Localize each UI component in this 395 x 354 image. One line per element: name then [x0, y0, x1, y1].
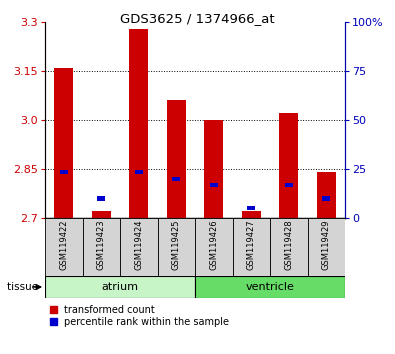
Bar [135, 170, 143, 175]
Bar [285, 183, 293, 188]
Legend: transformed count, percentile rank within the sample: transformed count, percentile rank withi… [50, 305, 229, 327]
Bar [167, 101, 186, 218]
Bar [204, 120, 223, 218]
Text: GDS3625 / 1374966_at: GDS3625 / 1374966_at [120, 12, 275, 25]
Bar [322, 196, 330, 200]
Bar [210, 183, 218, 188]
Bar [195, 276, 345, 298]
Bar [97, 196, 105, 200]
Bar [317, 172, 336, 218]
Bar [55, 68, 73, 218]
Bar [130, 29, 148, 218]
Text: atrium: atrium [102, 282, 139, 292]
Text: ventricle: ventricle [246, 282, 294, 292]
Bar [247, 206, 256, 210]
Bar [270, 218, 307, 276]
Text: GSM119423: GSM119423 [97, 220, 106, 270]
Bar [233, 218, 270, 276]
Bar [195, 218, 233, 276]
Bar [92, 211, 111, 218]
Text: GSM119426: GSM119426 [209, 220, 218, 270]
Bar [45, 218, 83, 276]
Text: GSM119424: GSM119424 [134, 220, 143, 270]
Bar [158, 218, 195, 276]
Text: GSM119429: GSM119429 [322, 220, 331, 270]
Bar [83, 218, 120, 276]
Bar [307, 218, 345, 276]
Bar [172, 177, 181, 181]
Bar [242, 211, 261, 218]
Text: tissue: tissue [7, 282, 41, 292]
Text: GSM119427: GSM119427 [247, 220, 256, 270]
Text: GSM119428: GSM119428 [284, 220, 293, 270]
Text: GSM119422: GSM119422 [59, 220, 68, 270]
Bar [279, 114, 298, 218]
Bar [45, 276, 195, 298]
Bar [120, 218, 158, 276]
Text: GSM119425: GSM119425 [172, 220, 181, 270]
Bar [60, 170, 68, 175]
